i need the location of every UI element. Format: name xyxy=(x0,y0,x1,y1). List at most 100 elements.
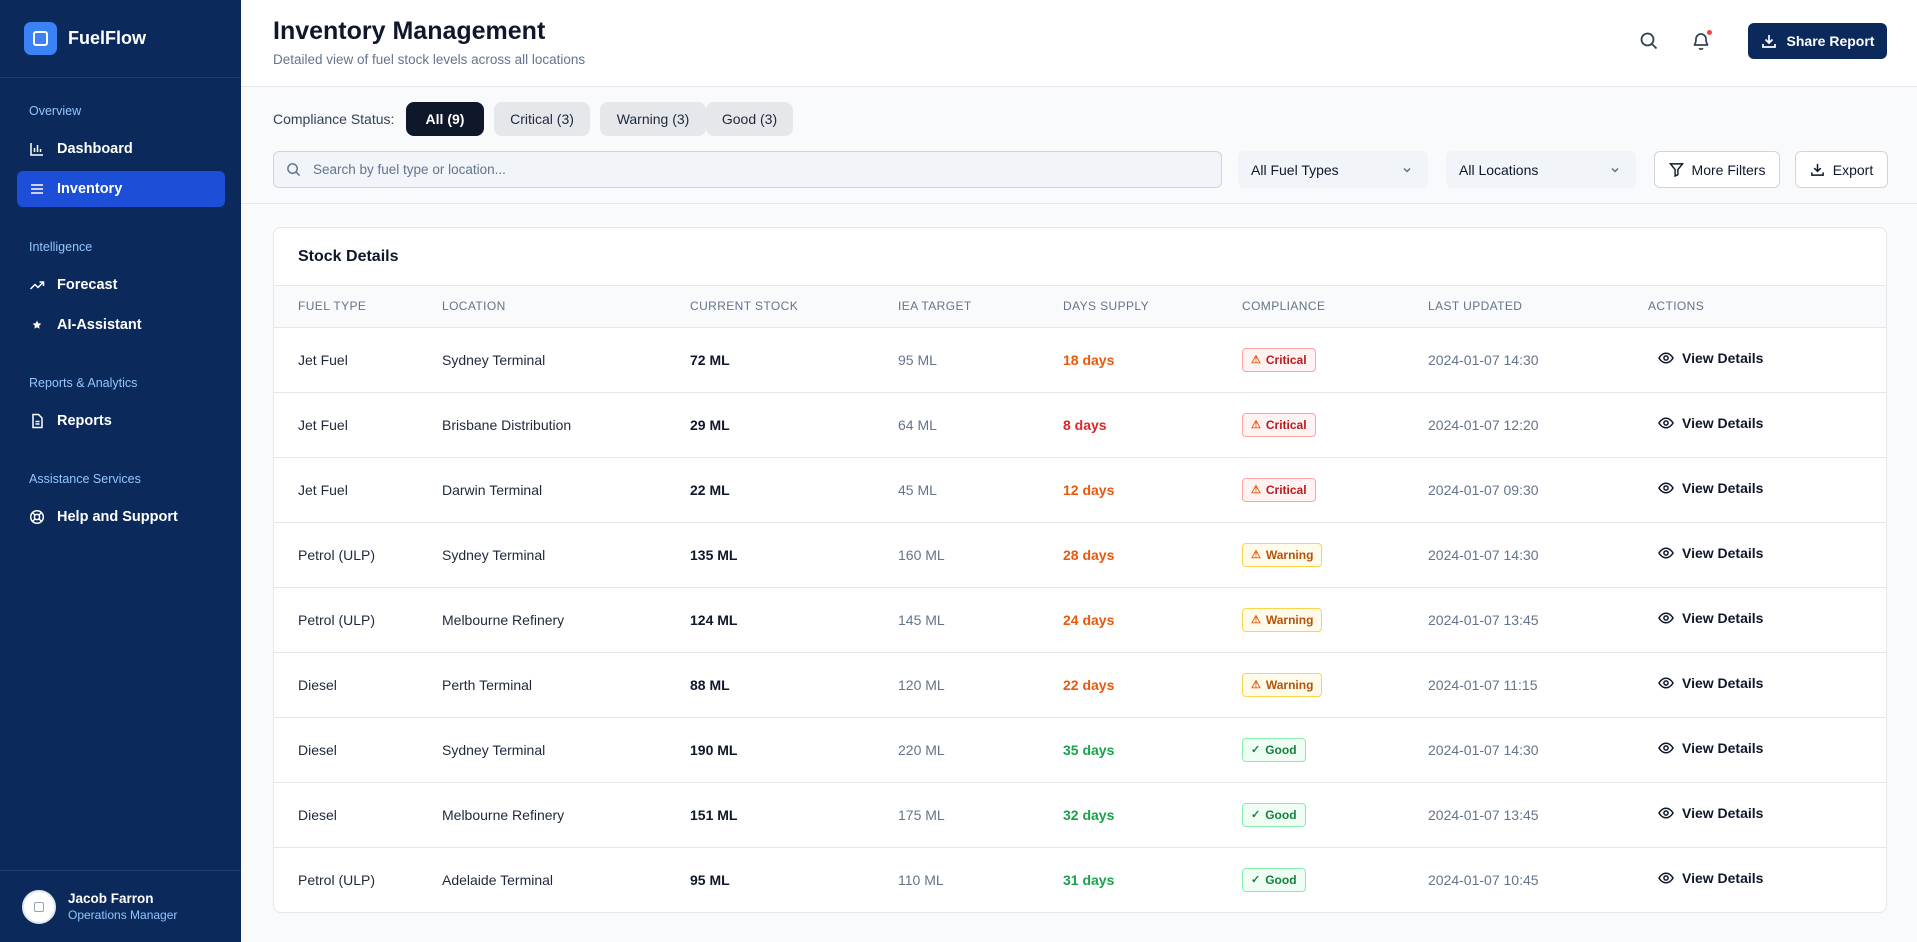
current-stock-cell: 190 ML xyxy=(690,741,738,758)
alert-triangle-icon: ⚠ xyxy=(1251,354,1261,366)
sidebar-item-label: Reports xyxy=(57,413,112,429)
days-supply-value: 18 days xyxy=(1063,351,1115,368)
user-role: Operations Manager xyxy=(68,908,178,922)
view-details-button[interactable]: View Details xyxy=(1658,415,1763,431)
fuel-type-cell: Jet Fuel xyxy=(298,351,348,368)
table-header-row: FUEL TYPE LOCATION CURRENT STOCK IEA TAR… xyxy=(274,286,1886,328)
column-header-current-stock[interactable]: CURRENT STOCK xyxy=(690,286,898,328)
sidebar-item-label: Inventory xyxy=(57,181,123,197)
status-badge: ⚠ Warning xyxy=(1242,607,1323,632)
eye-icon xyxy=(1658,872,1674,884)
status-badge-label: Critical xyxy=(1265,417,1307,432)
chevron-down-icon xyxy=(1611,167,1619,173)
eye-icon xyxy=(1658,742,1674,754)
location-cell: Adelaide Terminal xyxy=(442,871,554,888)
brand-name: FuelFlow xyxy=(68,28,146,48)
sidebar-item-label: Forecast xyxy=(57,277,118,293)
share-report-button[interactable]: Share Report xyxy=(1748,23,1887,59)
actions-cell: View Details xyxy=(1648,717,1886,782)
status-badge-label: Good xyxy=(1265,742,1297,757)
fuel-type-value: All Fuel Types xyxy=(1251,161,1339,178)
sidebar-item-reports[interactable]: Reports xyxy=(17,403,225,439)
compliance-cell: ✓ Good xyxy=(1242,717,1428,782)
filter-pill-good[interactable]: Good (3) xyxy=(706,102,793,136)
days-supply-cell: 28 days xyxy=(1063,522,1242,587)
sidebar-item-dashboard[interactable]: Dashboard xyxy=(17,131,225,167)
filter-pill-critical[interactable]: Critical (3) xyxy=(494,102,590,136)
eye-icon xyxy=(1658,612,1674,624)
document-icon xyxy=(32,413,43,429)
current-stock-cell: 135 ML xyxy=(690,546,738,563)
view-details-button[interactable]: View Details xyxy=(1658,740,1763,756)
filter-icon xyxy=(1668,163,1684,177)
iea-target-cell: 160 ML xyxy=(898,546,945,563)
table-row: Petrol (ULP) Melbourne Refinery 124 ML 145 … xyxy=(274,587,1886,652)
eye-icon xyxy=(1658,417,1674,429)
days-supply-value: 12 days xyxy=(1063,481,1115,498)
compliance-cell: ✓ Good xyxy=(1242,847,1428,912)
view-details-button[interactable]: View Details xyxy=(1658,545,1763,561)
sidebar: FuelFlow Overview Dashboard Inventory In… xyxy=(0,0,241,942)
page-subtitle: Detailed view of fuel stock levels acros… xyxy=(273,52,586,67)
sidebar-item-help[interactable]: Help and Support xyxy=(17,499,225,535)
fuel-type-cell: Diesel xyxy=(298,806,337,823)
view-details-button[interactable]: View Details xyxy=(1658,610,1763,626)
filter-pill-warning[interactable]: Warning (3) xyxy=(600,102,706,136)
compliance-cell: ⚠ Warning xyxy=(1242,652,1428,717)
bar-chart-icon xyxy=(30,143,43,156)
search-button[interactable] xyxy=(1635,27,1663,55)
view-details-button[interactable]: View Details xyxy=(1658,805,1763,821)
more-filters-button[interactable]: More Filters xyxy=(1654,151,1780,188)
page-header: Inventory Management Detailed view of fu… xyxy=(241,0,1917,87)
days-supply-cell: 32 days xyxy=(1063,782,1242,847)
view-details-button[interactable]: View Details xyxy=(1658,480,1763,496)
fuelflow-logo-icon xyxy=(24,22,57,55)
actions-cell: View Details xyxy=(1648,587,1886,652)
star-icon xyxy=(32,320,42,329)
sidebar-item-ai-assistant[interactable]: AI-Assistant xyxy=(17,307,225,343)
column-header-last-updated[interactable]: LAST UPDATED xyxy=(1428,286,1648,328)
status-badge: ⚠ Critical xyxy=(1242,477,1316,502)
eye-icon xyxy=(1658,677,1674,689)
location-select[interactable]: All Locations xyxy=(1446,151,1636,188)
fuel-type-cell: Petrol (ULP) xyxy=(298,871,376,888)
last-updated-cell: 2024-01-07 14:30 xyxy=(1428,351,1539,368)
days-supply-value: 22 days xyxy=(1063,676,1115,693)
sidebar-item-forecast[interactable]: Forecast xyxy=(17,267,225,303)
days-supply-cell: 12 days xyxy=(1063,457,1242,522)
filter-pill-all[interactable]: All (9) xyxy=(406,102,484,136)
export-button[interactable]: Export xyxy=(1795,151,1888,188)
search-icon xyxy=(287,163,301,177)
stock-details-card: Stock Details FUEL TYPE LOCATION CURRENT… xyxy=(273,227,1887,913)
list-icon xyxy=(31,184,43,194)
actions-cell: View Details xyxy=(1648,847,1886,912)
fuel-type-select[interactable]: All Fuel Types xyxy=(1238,151,1428,188)
more-filters-label: More Filters xyxy=(1691,161,1766,178)
column-header-compliance[interactable]: COMPLIANCE xyxy=(1242,286,1428,328)
eye-icon xyxy=(1658,807,1674,819)
column-header-days-supply[interactable]: DAYS SUPPLY xyxy=(1063,286,1242,328)
view-details-button[interactable]: View Details xyxy=(1658,870,1763,886)
notifications-button[interactable] xyxy=(1687,27,1715,55)
days-supply-cell: 31 days xyxy=(1063,847,1242,912)
status-badge-label: Warning xyxy=(1265,612,1314,627)
days-supply-cell: 18 days xyxy=(1063,327,1242,392)
export-label: Export xyxy=(1832,161,1874,178)
location-cell: Sydney Terminal xyxy=(442,546,546,563)
alert-triangle-icon: ⚠ xyxy=(1251,549,1261,561)
view-details-button[interactable]: View Details xyxy=(1658,350,1763,366)
last-updated-cell: 2024-01-07 09:30 xyxy=(1428,481,1539,498)
column-header-location[interactable]: LOCATION xyxy=(442,286,690,328)
iea-target-cell: 120 ML xyxy=(898,676,945,693)
view-details-label: View Details xyxy=(1682,415,1764,431)
nav-section-intelligence: Intelligence xyxy=(29,240,93,254)
search-input[interactable] xyxy=(313,162,1193,177)
column-header-iea-target[interactable]: IEA TARGET xyxy=(898,286,1063,328)
view-details-button[interactable]: View Details xyxy=(1658,675,1763,691)
user-profile[interactable]: Jacob Farron Operations Manager xyxy=(0,870,241,942)
location-cell: Perth Terminal xyxy=(442,676,533,693)
column-header-fuel-type[interactable]: FUEL TYPE xyxy=(274,286,442,328)
status-badge-label: Good xyxy=(1265,872,1297,887)
days-supply-value: 35 days xyxy=(1063,741,1115,758)
sidebar-item-inventory[interactable]: Inventory xyxy=(17,171,225,207)
